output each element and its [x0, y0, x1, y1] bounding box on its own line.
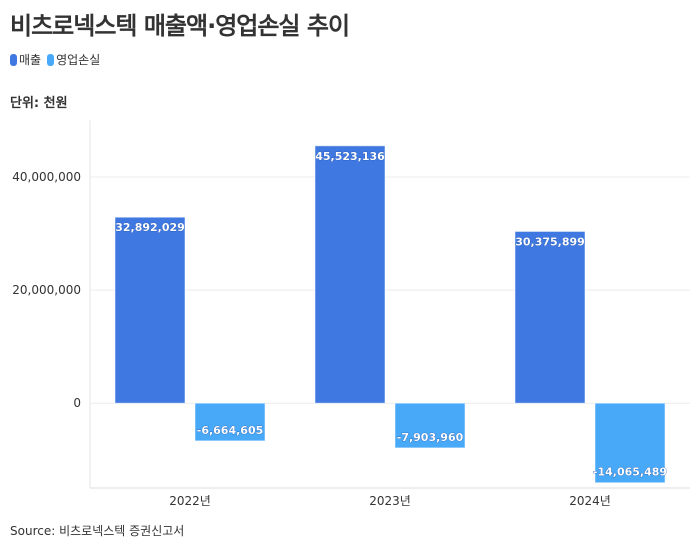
legend: 매출 영업손실 — [10, 51, 100, 68]
source-note: Source: 비츠로넥스텍 증권신고서 — [10, 524, 185, 538]
legend-label-sales: 매출 — [19, 53, 42, 67]
y-tick-label: 0 — [73, 396, 81, 410]
unit-label: 단위: 천원 — [10, 96, 68, 111]
x-tick-label: 2023년 — [369, 494, 411, 508]
chart-title: 비츠로넥스텍 매출액·영업손실 추이 — [10, 12, 350, 40]
data-label: 30,375,899 — [515, 235, 585, 248]
x-tick-label: 2022년 — [169, 494, 211, 508]
bar-sales — [514, 230, 586, 404]
legend-item-operating-loss[interactable]: 영업손실 — [47, 51, 100, 68]
x-tick-label: 2024년 — [569, 494, 611, 508]
legend-swatch-operating-loss — [47, 53, 55, 66]
bar-sales — [314, 145, 386, 404]
y-tick-label: 20,000,000 — [12, 283, 81, 297]
bar-operating-loss — [194, 402, 266, 442]
data-label: -14,065,489 — [593, 466, 667, 479]
y-tick-label: 40,000,000 — [12, 170, 81, 184]
bar-operating-loss — [394, 402, 466, 449]
data-label: 45,523,136 — [315, 150, 385, 163]
bar-operating-loss — [594, 402, 666, 484]
data-label: 32,892,029 — [115, 221, 185, 234]
legend-item-sales[interactable]: 매출 — [10, 51, 41, 68]
bar-sales — [114, 216, 186, 404]
data-label: -7,903,960 — [397, 431, 464, 444]
legend-label-operating-loss: 영업손실 — [56, 53, 101, 67]
data-label: -6,664,605 — [197, 424, 264, 437]
legend-swatch-sales — [10, 53, 17, 66]
